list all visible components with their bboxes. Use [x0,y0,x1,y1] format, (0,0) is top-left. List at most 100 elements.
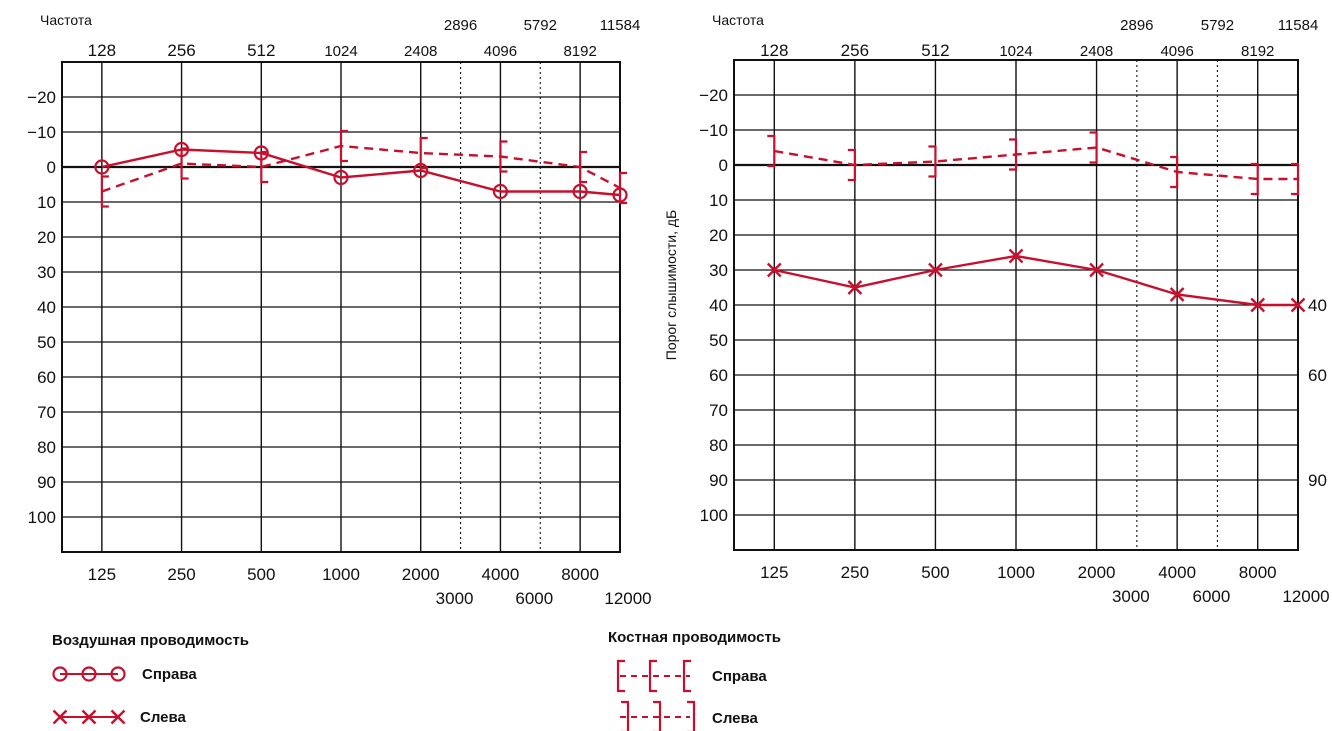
series-line [101,144,621,193]
bottom-tick-label: 6000 [515,589,553,608]
y-tick-label: 70 [709,401,728,420]
top-axis: Частота 128 256 512 1024 2408 4096 8192 2896 5792… [712,12,1318,60]
y-tick-label: 40 [37,298,56,317]
left-audiogram: Частота 128 256 512 1024 2408 4096 8192 2896 5792… [27,12,651,608]
top-tick-label: 256 [841,41,869,60]
top-tick-label: 2408 [404,43,437,60]
bottom-tick-label: 2000 [1078,563,1116,582]
top-tick-label: 2408 [1080,43,1113,60]
bottom-tick-label: 4000 [1158,563,1196,582]
data-point-bracket [847,148,856,182]
top-tick-label: 2896 [444,17,477,34]
top-tick-label: 11584 [600,17,641,34]
top-tick-label: 5792 [524,17,557,34]
legend-air-title: Воздушная проводимость [52,632,249,649]
series-air-left [766,248,1306,313]
data-point-bracket [339,129,348,163]
legend-bone-right-label: Справа [712,668,767,685]
top-tick-label: 4096 [484,43,517,60]
data-point-bracket [928,145,937,178]
data-point-bracket [1170,155,1179,189]
y-tick-label: 100 [28,508,56,527]
series-bone-right [100,129,627,208]
y-tick-label: 70 [37,403,56,422]
top-tick-label: 11584 [1278,17,1319,34]
y-tick-label: 80 [709,436,728,455]
bottom-tick-label: 125 [760,563,788,582]
y-tick-label: 50 [37,333,56,352]
bottom-tick-label: 3000 [436,589,474,608]
y-tick-label: 30 [709,261,728,280]
air-right-symbol [52,666,126,682]
legend-circle [52,666,68,682]
bone-left-symbol [620,700,696,731]
bottom-tick-label: 500 [921,563,949,582]
data-point-bracket [1250,162,1259,196]
series-line [774,254,1298,307]
series-bone-left [767,131,1300,196]
top-tick-label: 256 [167,41,195,60]
top-tick-label: 2896 [1120,17,1153,34]
data-point-bracket [180,147,189,180]
legend-bracket [687,700,696,731]
bottom-tick-label: 125 [88,565,116,584]
data-point-cross [766,262,782,278]
legend-bracket [653,700,662,731]
y-axis-label: Порог слышимости, дБ [663,210,679,360]
series-air-right [94,141,628,203]
data-point-circle [94,159,110,175]
series-line [774,146,1298,181]
y-axis: −20 −10 0 10 20 30 40 50 60 70 80 90 100 [699,86,728,525]
series-line [101,148,621,197]
y-tick-label: −10 [699,121,728,140]
y-tick-label: 60 [709,366,728,385]
bottom-tick-label: 8000 [1239,563,1277,582]
y-tick-label: 90 [709,471,728,490]
data-point-bracket [618,171,627,205]
data-point-cross [928,262,943,278]
bottom-tick-label: 12000 [604,589,651,608]
legend-bracket [616,659,625,693]
data-point-bracket [499,140,508,173]
data-point-bracket [767,134,776,168]
data-point-circle [333,169,349,186]
top-tick-label: 1024 [999,43,1032,60]
data-point-cross [1169,287,1185,302]
top-tick-label: 512 [247,41,275,60]
data-point-bracket [1291,162,1300,196]
legend-cross [81,709,97,725]
top-tick-label: 512 [921,41,949,60]
top-axis-title: Частота [712,12,764,28]
bone-right-symbol [616,659,691,693]
legend-cross [52,709,68,725]
right-side-label: 90 [1308,471,1327,490]
legend-air-right-label: Справа [142,666,197,683]
legend-bone-left-label: Слева [712,710,759,727]
top-tick-label: 128 [88,41,116,60]
y-tick-label: 10 [709,191,728,210]
data-point-cross [1290,297,1306,313]
top-tick-label: 5792 [1201,17,1234,34]
bottom-tick-label: 1000 [322,565,360,584]
y-tick-label: 0 [719,156,728,175]
y-axis: −20 −10 0 10 20 30 40 50 60 70 80 90 100 [27,88,56,527]
legend-bone-title: Костная проводимость [608,629,781,646]
top-axis-title: Частота [40,12,92,28]
top-tick-label: 8192 [1241,43,1274,60]
y-tick-label: 40 [709,296,728,315]
bottom-tick-label: 250 [841,563,869,582]
bottom-tick-label: 6000 [1193,587,1231,606]
legend-bracket [621,700,630,731]
bottom-axis: 125 250 500 1000 2000 4000 8000 3000 6000 12000 [760,563,1330,606]
legend-cross [110,709,126,725]
right-side-label: 60 [1308,366,1327,385]
y-tick-label: 10 [37,193,56,212]
legend-air-conduction: Воздушная проводимость Справа Слева [52,632,249,726]
data-point-bracket [579,150,588,184]
top-axis: Частота 128 256 512 1024 2408 4096 8192 2896 5792… [40,12,640,60]
right-audiogram: Частота 128 256 512 1024 2408 4096 8192 2896 5792… [663,12,1330,606]
data-point-cross [1008,248,1024,264]
data-point-bracket [419,136,428,170]
y-tick-label: 60 [37,368,56,387]
